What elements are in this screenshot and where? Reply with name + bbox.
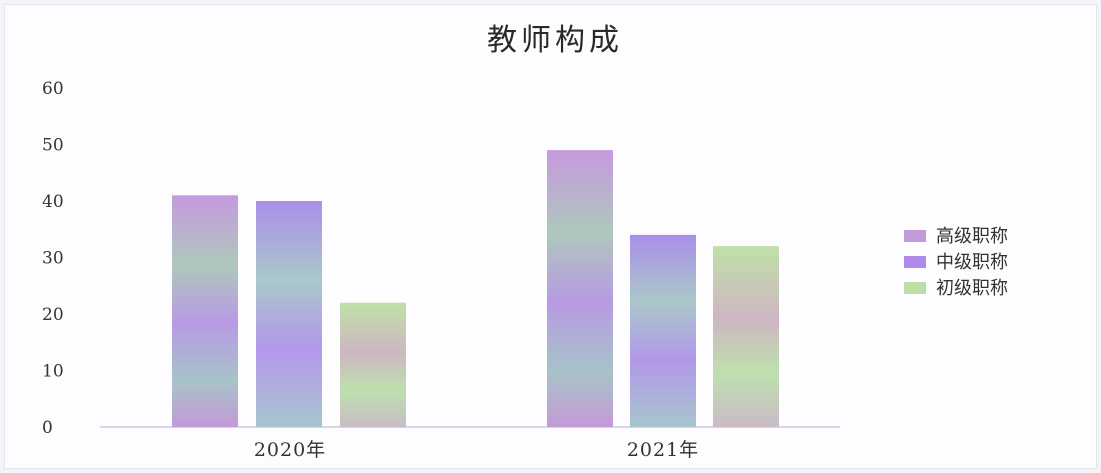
x-tick-label: 2020年 [254,439,326,461]
y-tick-label: 20 [42,305,64,325]
bars [172,150,779,427]
y-axis: 0 10 20 30 40 50 60 [42,79,64,438]
legend-swatch [904,230,926,242]
bar-1-0 [547,150,613,427]
y-tick-label: 40 [42,192,64,212]
x-axis: 2020年 2021年 [254,439,699,461]
legend-label: 初级职称 [936,278,1008,299]
bar-tint-1-0 [547,150,613,427]
legend-label: 高级职称 [936,226,1008,247]
bar-tint-1-1 [630,234,696,427]
bar-1-1 [630,234,696,427]
bar-1-2 [713,246,779,427]
y-tick-label: 50 [42,136,64,156]
bar-0-1 [256,201,322,427]
y-tick-label: 0 [42,418,53,438]
bar-tint-1-2 [713,246,779,427]
legend-swatch [904,256,926,268]
x-tick-label: 2021年 [627,439,699,461]
y-tick-label: 30 [42,249,64,269]
bar-tint-0-2 [340,302,406,427]
bar-tint-0-0 [172,195,238,427]
bar-0-2 [340,302,406,427]
legend-swatch [904,282,926,294]
chart-title: 教师构成 [487,23,623,58]
bar-0-0 [172,195,238,427]
y-tick-label: 60 [42,79,64,99]
y-tick-label: 10 [42,362,64,382]
bar-tint-0-1 [256,201,322,427]
legend-label: 中级职称 [936,252,1008,273]
